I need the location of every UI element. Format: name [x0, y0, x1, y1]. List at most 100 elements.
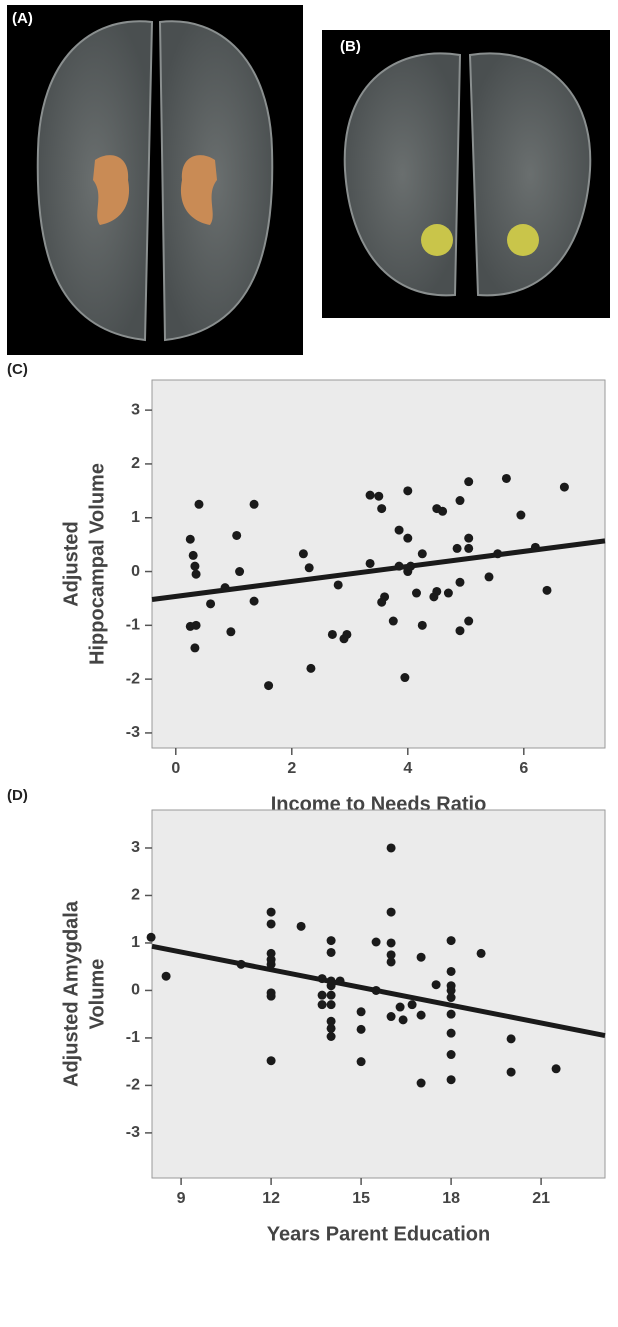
data-point	[297, 922, 306, 931]
x-tick-label: 4	[403, 760, 412, 777]
page: (A) (B) (C)-3-2-101230246Income to Needs…	[0, 0, 618, 1327]
y-tick-label: -2	[126, 670, 140, 687]
data-point	[447, 1010, 456, 1019]
data-point	[417, 1011, 426, 1020]
data-point	[327, 1032, 336, 1041]
data-point	[395, 526, 404, 535]
data-point	[327, 991, 336, 1000]
panel-label: (B)	[340, 38, 361, 55]
data-point	[192, 570, 201, 579]
data-point	[484, 572, 493, 581]
data-point	[418, 621, 427, 630]
data-point	[464, 544, 473, 553]
data-point	[387, 908, 396, 917]
data-point	[387, 843, 396, 852]
data-point	[507, 1068, 516, 1077]
data-point	[412, 589, 421, 598]
data-point	[267, 1056, 276, 1065]
data-point	[417, 953, 426, 962]
data-point	[372, 938, 381, 947]
data-point	[455, 626, 464, 635]
x-tick-label: 15	[352, 1190, 370, 1207]
data-point	[516, 511, 525, 520]
y-tick-label: 0	[131, 982, 140, 999]
data-point	[418, 549, 427, 558]
data-point	[464, 477, 473, 486]
data-point	[408, 1000, 417, 1009]
x-tick-label: 12	[262, 1190, 280, 1207]
data-point	[403, 486, 412, 495]
x-tick-label: 9	[177, 1190, 186, 1207]
data-point	[328, 630, 337, 639]
data-point	[206, 599, 215, 608]
data-point	[232, 531, 241, 540]
y-tick-label: 1	[131, 509, 140, 526]
data-point	[190, 562, 199, 571]
data-point	[306, 664, 315, 673]
data-point	[267, 992, 276, 1001]
y-axis-label: Volume	[86, 959, 108, 1030]
data-point	[357, 1007, 366, 1016]
x-tick-label: 21	[532, 1190, 550, 1207]
y-tick-label: -1	[126, 617, 140, 634]
data-point	[250, 500, 259, 509]
data-point	[162, 972, 171, 981]
data-point	[327, 936, 336, 945]
data-point	[357, 1025, 366, 1034]
figure: (A) (B) (C)-3-2-101230246Income to Needs…	[0, 0, 618, 1322]
data-point	[507, 1034, 516, 1043]
data-point	[366, 559, 375, 568]
data-point	[318, 1000, 327, 1009]
data-point	[190, 643, 199, 652]
data-point	[194, 500, 203, 509]
data-point	[374, 492, 383, 501]
data-point	[334, 580, 343, 589]
y-tick-label: 2	[131, 887, 140, 904]
x-axis-label: Years Parent Education	[267, 1223, 490, 1245]
panel-label: (D)	[7, 787, 28, 804]
panel-b-image	[322, 30, 610, 318]
data-point	[387, 938, 396, 947]
data-point	[189, 551, 198, 560]
data-point	[377, 504, 386, 513]
y-tick-label: 1	[131, 934, 140, 951]
data-point	[447, 1029, 456, 1038]
data-point	[477, 949, 486, 958]
data-point	[396, 1003, 405, 1012]
data-point	[447, 967, 456, 976]
data-point	[147, 933, 156, 942]
data-point	[318, 991, 327, 1000]
data-point	[366, 491, 375, 500]
y-tick-label: -3	[126, 1124, 140, 1141]
y-tick-label: -3	[126, 724, 140, 741]
data-point	[447, 936, 456, 945]
data-point	[464, 534, 473, 543]
data-point	[560, 483, 569, 492]
x-tick-label: 0	[171, 760, 180, 777]
data-point	[226, 627, 235, 636]
data-point	[403, 534, 412, 543]
y-axis-label: Adjusted Amygdala	[60, 900, 82, 1087]
data-point	[453, 544, 462, 553]
data-point	[447, 1050, 456, 1059]
y-tick-label: -1	[126, 1029, 140, 1046]
data-point	[438, 507, 447, 516]
x-tick-label: 2	[287, 760, 296, 777]
data-point	[192, 621, 201, 630]
data-point	[502, 474, 511, 483]
data-point	[399, 1015, 408, 1024]
data-point	[455, 496, 464, 505]
data-point	[327, 948, 336, 957]
data-point	[380, 592, 389, 601]
y-tick-label: 3	[131, 401, 140, 418]
x-tick-label: 6	[519, 760, 528, 777]
y-axis-label: Hippocampal Volume	[86, 463, 108, 665]
y-tick-label: 3	[131, 839, 140, 856]
x-tick-label: 18	[442, 1190, 460, 1207]
y-axis-label: Adjusted	[60, 521, 82, 607]
data-point	[417, 1079, 426, 1088]
data-point	[447, 993, 456, 1002]
data-point	[235, 567, 244, 576]
data-point	[542, 586, 551, 595]
data-point	[447, 1075, 456, 1084]
